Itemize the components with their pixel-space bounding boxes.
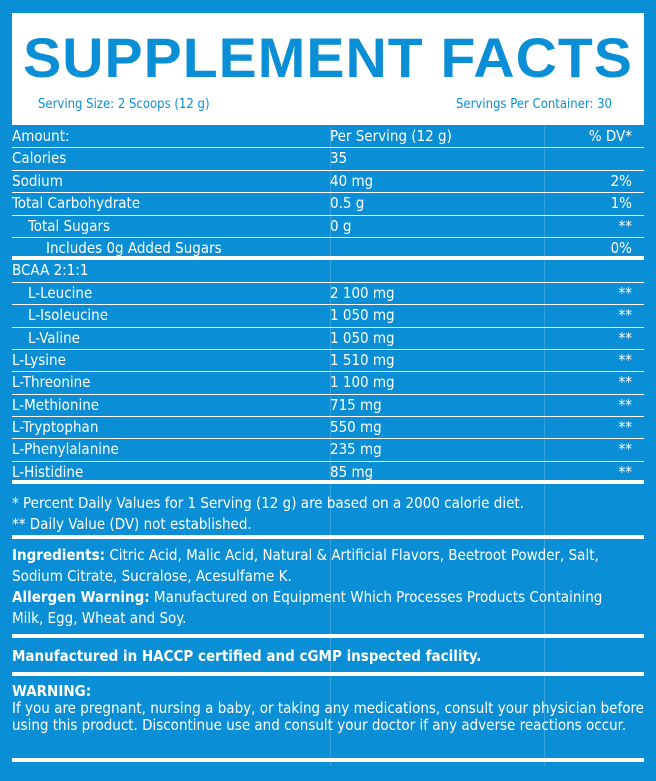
warning-text: If you are pregnant, nursing a baby, or … xyxy=(12,699,644,734)
nutrient-name: Sodium xyxy=(12,171,63,190)
servings-per-container: Servings Per Container: 30 xyxy=(455,97,612,112)
nutrient-name: L-Threonine xyxy=(12,373,91,392)
table-row: Total Sugars 0 g ** xyxy=(12,216,644,238)
footnotes: * Percent Daily Values for 1 Serving (12… xyxy=(12,493,644,535)
nutrient-name: Calories xyxy=(12,149,67,168)
nutrient-name: Total Carbohydrate xyxy=(12,194,141,213)
allergen-text: Manufactured on Equipment Which Processe… xyxy=(12,588,603,627)
amount-value: 235 mg xyxy=(330,440,382,459)
amount-value: 85 mg xyxy=(330,462,374,481)
table-row: L-Tryptophan 550 mg ** xyxy=(12,417,644,440)
table-row: L-Histidine 85 mg ** xyxy=(12,462,644,485)
footnote: ** Daily Value (DV) not established. xyxy=(12,515,252,533)
divider xyxy=(12,634,644,638)
dv-value: 2% xyxy=(610,171,632,190)
footnote: * Percent Daily Values for 1 Serving (12… xyxy=(12,494,524,512)
divider xyxy=(12,672,644,676)
nutrient-name: L-Valine xyxy=(28,328,80,347)
dv-value: 0% xyxy=(610,238,632,257)
nutrient-name: L-Lysine xyxy=(12,350,66,369)
table-row: L-Leucine 2 100 mg ** xyxy=(12,283,644,306)
table-row: L-Threonine 1 100 mg ** xyxy=(12,372,644,395)
dv-value: ** xyxy=(618,462,633,481)
dv-value: ** xyxy=(618,216,633,235)
table-row: BCAA 2:1:1 xyxy=(12,260,644,283)
amount-value: 40 mg xyxy=(330,171,374,190)
table-row: Total Carbohydrate 0.5 g 1% xyxy=(12,193,644,216)
nutrient-name: L-Leucine xyxy=(28,283,93,302)
table-row: Sodium 40 mg 2% xyxy=(12,171,644,194)
nutrient-name: Includes 0g Added Sugars xyxy=(46,238,222,257)
manufacturing-statement: Manufactured in HACCP certified and cGMP… xyxy=(12,647,482,665)
allergen-label: Allergen Warning: xyxy=(12,588,150,606)
dv-value: ** xyxy=(618,440,633,459)
column-header-dv: % DV* xyxy=(588,127,632,145)
column-divider xyxy=(544,126,545,766)
amount-value: 550 mg xyxy=(330,418,382,437)
column-header-per-serving: Per Serving (12 g) xyxy=(330,127,452,145)
dv-value: ** xyxy=(618,306,633,325)
table-header-row: Amount: Per Serving (12 g) % DV* xyxy=(12,126,644,149)
amount-value: 1 050 mg xyxy=(330,306,395,325)
serving-size: Serving Size: 2 Scoops (12 g) xyxy=(38,97,210,112)
table-row: L-Isoleucine 1 050 mg ** xyxy=(12,305,644,328)
ingredients-section: Ingredients: Citric Acid, Malic Acid, Na… xyxy=(12,545,637,629)
amount-value: 1 050 mg xyxy=(330,328,395,347)
nutrient-name: L-Histidine xyxy=(12,462,84,481)
dv-value: ** xyxy=(618,373,633,392)
dv-value: ** xyxy=(618,395,633,414)
facts-table: Amount: Per Serving (12 g) % DV* Calorie… xyxy=(12,126,644,485)
warning-section: WARNING: If you are pregnant, nursing a … xyxy=(12,683,644,734)
column-header-amount: Amount: xyxy=(12,127,70,145)
amount-value: 1 100 mg xyxy=(330,373,395,392)
ingredients-text: Citric Acid, Malic Acid, Natural & Artif… xyxy=(12,546,599,585)
dv-value: ** xyxy=(618,283,633,302)
nutrient-name: L-Methionine xyxy=(12,395,100,414)
divider xyxy=(12,535,644,539)
table-row: L-Methionine 715 mg ** xyxy=(12,395,644,418)
amount-value: 0 g xyxy=(330,216,352,235)
nutrient-name: BCAA 2:1:1 xyxy=(12,261,89,280)
dv-value: ** xyxy=(618,418,633,437)
table-row: L-Phenylalanine 235 mg ** xyxy=(12,439,644,462)
header-panel: SUPPLEMENT FACTS Serving Size: 2 Scoops … xyxy=(12,13,644,125)
ingredients-label: Ingredients: xyxy=(12,546,106,564)
amount-value: 0.5 g xyxy=(330,194,365,213)
dv-value: 1% xyxy=(610,194,632,213)
amount-value: 2 100 mg xyxy=(330,283,395,302)
amount-value: 35 xyxy=(330,149,348,168)
warning-label: WARNING: xyxy=(12,682,92,700)
table-row: Calories 35 xyxy=(12,148,644,171)
dv-value: ** xyxy=(618,328,633,347)
divider xyxy=(12,758,644,762)
dv-value: ** xyxy=(618,350,633,369)
table-row: L-Lysine 1 510 mg ** xyxy=(12,350,644,373)
nutrient-name: L-Tryptophan xyxy=(12,418,99,437)
table-row: L-Valine 1 050 mg ** xyxy=(12,328,644,350)
nutrient-name: L-Isoleucine xyxy=(28,306,109,325)
amount-value: 715 mg xyxy=(330,395,382,414)
amount-value: 1 510 mg xyxy=(330,350,395,369)
column-divider xyxy=(330,126,331,766)
table-row: Includes 0g Added Sugars 0% xyxy=(12,238,644,261)
nutrient-name: L-Phenylalanine xyxy=(12,440,119,459)
page-title: SUPPLEMENT FACTS xyxy=(23,26,633,89)
nutrient-name: Total Sugars xyxy=(28,216,111,235)
